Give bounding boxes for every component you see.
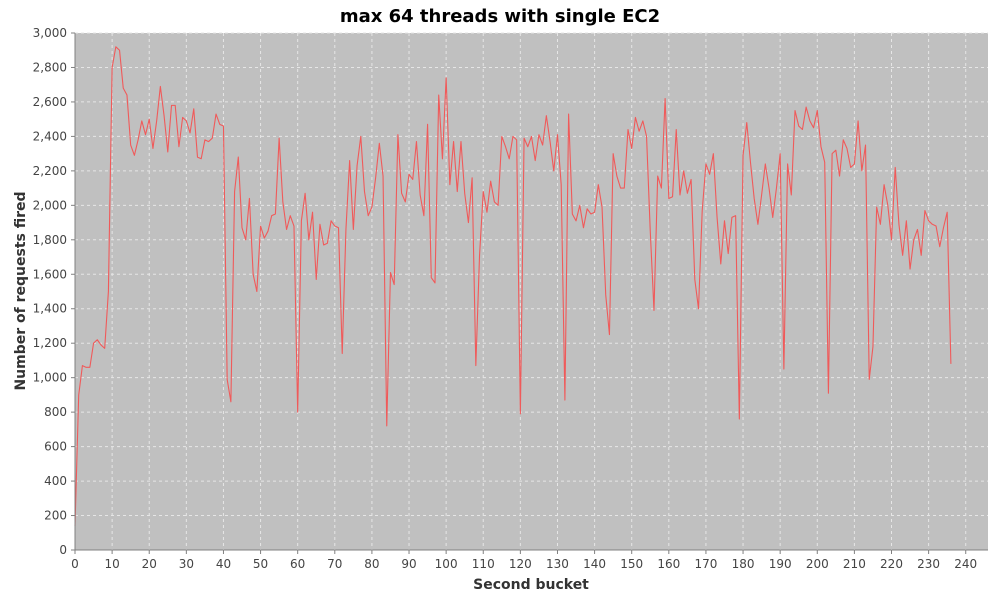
x-tick-label: 240 [954,557,977,571]
y-tick-label: 1,000 [33,371,67,385]
y-tick-label: 800 [44,405,67,419]
x-tick-label: 80 [364,557,379,571]
x-tick-label: 0 [71,557,79,571]
y-tick-label: 2,600 [33,95,67,109]
x-tick-label: 100 [435,557,458,571]
y-tick-label: 2,200 [33,164,67,178]
x-tick-label: 60 [290,557,305,571]
x-tick-label: 110 [472,557,495,571]
x-tick-label: 30 [179,557,194,571]
series-line [74,46,952,526]
y-tick-label: 200 [44,509,67,523]
y-tick-label: 400 [44,474,67,488]
plot-area [75,33,988,550]
y-tick-label: 1,400 [33,302,67,316]
y-tick-label: 2,400 [33,129,67,143]
tick-labels: 02004006008001,0001,2001,4001,6001,8002,… [33,26,978,571]
x-tick-label: 220 [880,557,903,571]
x-tick-label: 150 [620,557,643,571]
x-tick-label: 140 [583,557,606,571]
chart-title: max 64 threads with single EC2 [340,6,660,27]
y-tick-label: 1,800 [33,233,67,247]
x-tick-label: 230 [917,557,940,571]
x-tick-label: 90 [401,557,416,571]
x-tick-label: 120 [509,557,532,571]
y-tick-label: 1,600 [33,267,67,281]
grid-lines [75,32,988,550]
axes [71,32,988,554]
x-tick-label: 40 [216,557,231,571]
y-tick-label: 0 [59,543,67,557]
y-tick-label: 2,000 [33,198,67,212]
y-tick-label: 600 [44,440,67,454]
x-tick-label: 210 [843,557,866,571]
x-tick-label: 70 [327,557,342,571]
y-tick-label: 3,000 [33,26,67,40]
x-tick-label: 160 [657,557,680,571]
x-tick-label: 130 [546,557,569,571]
x-tick-label: 20 [142,557,157,571]
x-tick-label: 200 [806,557,829,571]
x-tick-label: 10 [104,557,119,571]
x-axis-label: Second bucket [473,577,589,593]
y-tick-label: 2,800 [33,60,67,74]
x-tick-label: 170 [694,557,717,571]
series-layer [74,46,952,526]
x-tick-label: 180 [732,557,755,571]
y-tick-label: 1,200 [33,336,67,350]
x-tick-label: 50 [253,557,268,571]
x-tick-label: 190 [769,557,792,571]
y-axis-label: Number of requests fired [13,191,29,390]
